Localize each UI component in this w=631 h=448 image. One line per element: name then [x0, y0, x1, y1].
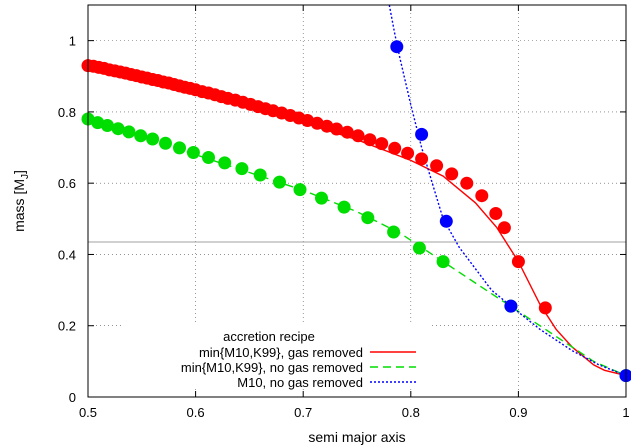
- series-2-point: [412, 241, 426, 255]
- y-tick-label: 0.8: [58, 105, 76, 120]
- series-2-point: [134, 129, 148, 143]
- series-1-point: [415, 152, 429, 166]
- series-3-curve: [388, 4, 627, 377]
- x-tick-label: 0.7: [294, 405, 312, 420]
- series-2-point: [111, 122, 125, 136]
- series-2-point: [202, 151, 215, 164]
- series-1-point: [351, 129, 365, 143]
- series-3-point: [415, 127, 429, 141]
- series-2-point: [361, 211, 375, 225]
- series-3-point: [504, 299, 518, 313]
- series-1-point: [460, 176, 474, 190]
- series-2-point: [387, 225, 401, 239]
- series-1-point: [363, 133, 377, 147]
- legend-entry-2-label: min{M10,K99}, no gas removed: [181, 360, 363, 375]
- x-axis-title: semi major axis: [308, 429, 405, 445]
- series-curves: [87, 4, 627, 377]
- legend-box: [124, 325, 430, 389]
- y-tick-label: 0.2: [58, 319, 76, 334]
- grid-lines: [88, 5, 626, 397]
- series-1-point: [475, 189, 489, 203]
- legend-title: accretion recipe: [223, 329, 315, 344]
- series-1-point: [430, 159, 444, 173]
- series-2-point: [253, 168, 267, 182]
- legend-entry-1-label: min{M10,K99}, gas removed: [199, 345, 363, 360]
- series-2-point: [159, 136, 172, 150]
- series-2-point: [146, 132, 160, 146]
- y-tick-label: 1: [69, 34, 76, 49]
- plot-frame: [87, 4, 627, 398]
- x-tick-label: 0.9: [509, 405, 527, 420]
- series-2-point: [122, 125, 136, 139]
- y-tick-label: 0: [69, 390, 76, 405]
- x-tick-label: 0.8: [402, 405, 420, 420]
- y-tick-label: 0.6: [58, 176, 76, 191]
- series-3-point: [439, 214, 453, 228]
- series-markers: [81, 40, 631, 383]
- y-tick-label: 0.4: [58, 247, 76, 262]
- series-2-point: [173, 141, 186, 155]
- series-1-point: [511, 255, 525, 269]
- series-1-point: [330, 122, 344, 136]
- series-3-point: [390, 40, 404, 54]
- series-2-point: [100, 119, 114, 132]
- series-1-point: [401, 146, 415, 160]
- series-3-point: [619, 369, 631, 383]
- x-tick-label: 1: [622, 405, 629, 420]
- series-2-point: [218, 156, 232, 170]
- axis-ticks: 0.5 0.6 0.7 0.8 0.9 1 0 0.2 0.4 0.6 0.8 1: [58, 5, 630, 420]
- series-2-point: [235, 162, 249, 176]
- series-1-point: [340, 125, 354, 139]
- series-1-point: [497, 221, 511, 235]
- legend: accretion recipe min{M10,K99}, gas remov…: [181, 329, 416, 390]
- series-2-point: [293, 183, 307, 197]
- series-1-point: [388, 141, 402, 155]
- series-1-point: [538, 301, 552, 315]
- series-1-point: [375, 137, 389, 151]
- series-2-point: [436, 255, 450, 269]
- series-1-point: [445, 167, 459, 181]
- legend-entry-3-label: M10, no gas removed: [237, 375, 363, 390]
- series-1-point: [489, 207, 503, 220]
- series-2-point: [315, 191, 328, 205]
- series-2-point: [273, 175, 286, 189]
- series-2-point: [337, 200, 351, 214]
- series-2-point: [186, 146, 200, 159]
- x-tick-label: 0.5: [79, 405, 97, 420]
- y-axis-title: mass [MJ]: [11, 170, 31, 232]
- x-tick-label: 0.6: [187, 405, 205, 420]
